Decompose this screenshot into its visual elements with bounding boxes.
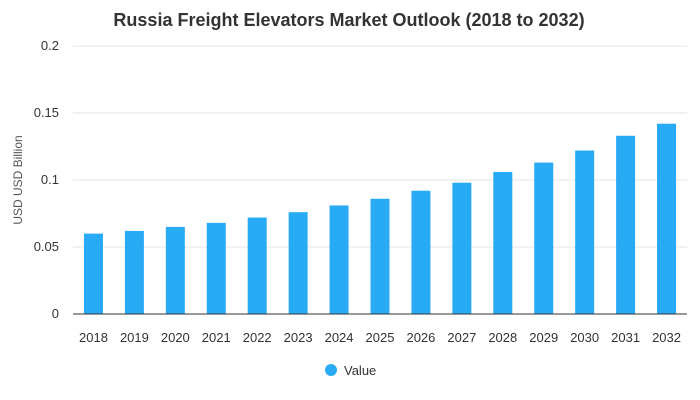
y-tick-label: 0.2: [41, 38, 59, 53]
legend-label-value: Value: [344, 363, 376, 378]
x-tick-label: 2029: [529, 330, 558, 345]
bar-2023[interactable]: [288, 212, 308, 314]
y-axis-label: USD USD Billion: [11, 135, 25, 224]
bar-2030[interactable]: [575, 150, 595, 314]
x-tick-label: 2025: [366, 330, 395, 345]
legend-marker-icon: [325, 364, 337, 376]
bar-2024[interactable]: [329, 205, 349, 314]
bar-2021[interactable]: [206, 222, 226, 314]
bar-2026[interactable]: [411, 190, 431, 314]
bar-2027[interactable]: [452, 182, 472, 314]
y-axis-ticks: 0 0.05 0.1 0.15 0.2: [34, 38, 59, 321]
x-axis-ticks: 2018 2019 2020 2021 2022 2023 2024 2025 2026 2027…: [79, 330, 681, 345]
bar-2028[interactable]: [493, 171, 513, 314]
x-tick-label: 2020: [161, 330, 190, 345]
y-tick-label: 0.05: [34, 239, 59, 254]
bar-2018[interactable]: [83, 233, 103, 314]
bar-series-value: [83, 123, 677, 314]
y-tick-label: 0.1: [41, 172, 59, 187]
x-tick-label: 2026: [406, 330, 435, 345]
bar-2019[interactable]: [124, 230, 144, 314]
bar-2025[interactable]: [370, 198, 390, 314]
legend[interactable]: Value: [325, 363, 376, 378]
bar-2020[interactable]: [165, 226, 185, 314]
x-tick-label: 2031: [611, 330, 640, 345]
x-tick-label: 2021: [202, 330, 231, 345]
y-tick-label: 0.15: [34, 105, 59, 120]
x-tick-label: 2019: [120, 330, 149, 345]
x-tick-label: 2027: [447, 330, 476, 345]
x-tick-label: 2022: [243, 330, 272, 345]
chart-title: Russia Freight Elevators Market Outlook …: [113, 10, 584, 30]
x-tick-label: 2023: [284, 330, 313, 345]
bar-2022[interactable]: [247, 217, 267, 314]
y-tick-label: 0: [52, 306, 59, 321]
x-tick-label: 2030: [570, 330, 599, 345]
bar-2031[interactable]: [616, 135, 636, 314]
x-tick-label: 2018: [79, 330, 108, 345]
x-tick-label: 2032: [652, 330, 681, 345]
x-tick-label: 2028: [488, 330, 517, 345]
x-tick-label: 2024: [325, 330, 354, 345]
bar-2029[interactable]: [534, 162, 554, 314]
bar-2032[interactable]: [657, 123, 677, 314]
